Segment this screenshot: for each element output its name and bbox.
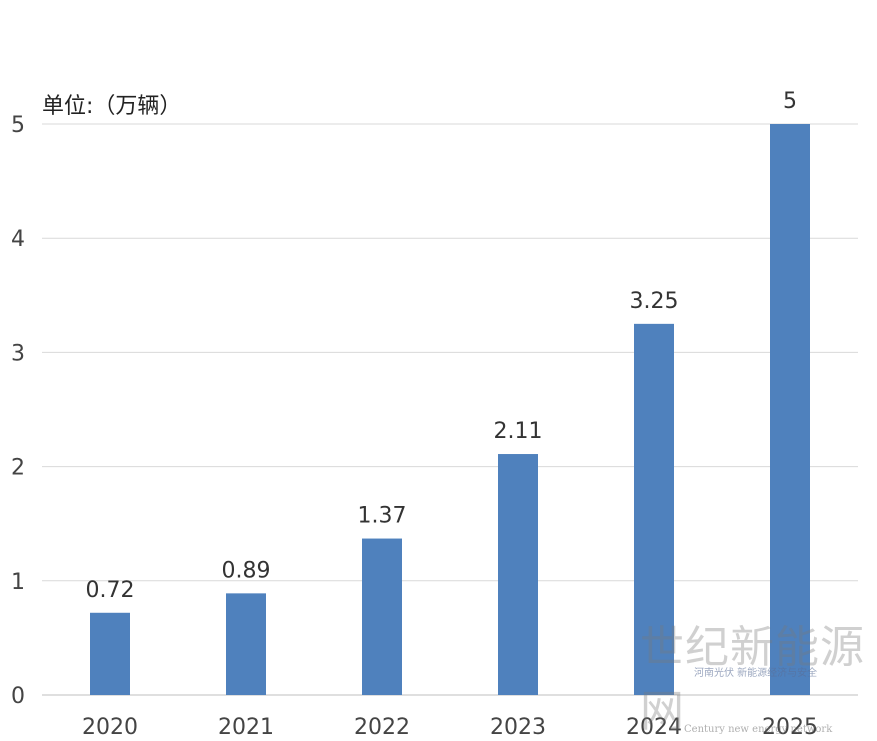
y-axis-ticks: 0 1 2 3 4 5 bbox=[11, 113, 25, 709]
data-label: 5 bbox=[783, 89, 797, 114]
data-label: 3.25 bbox=[630, 289, 679, 314]
x-tick-label: 2024 bbox=[626, 715, 682, 740]
x-tick-label: 2021 bbox=[218, 715, 274, 740]
watermark-english: Century new energy network bbox=[684, 724, 833, 735]
bars bbox=[90, 124, 810, 695]
bar bbox=[90, 612, 130, 695]
watermark-chinese: 世纪新能源网 bbox=[640, 622, 865, 737]
x-tick-label: 2025 bbox=[762, 715, 818, 740]
bar bbox=[362, 538, 402, 695]
x-tick-label: 2020 bbox=[82, 715, 138, 740]
bar bbox=[226, 593, 266, 695]
data-label: 0.72 bbox=[86, 578, 135, 603]
bar bbox=[498, 454, 538, 695]
bar bbox=[770, 124, 810, 695]
y-tick-label: 0 bbox=[11, 684, 25, 709]
data-labels: 0.72 0.89 1.37 2.11 3.25 5 bbox=[86, 89, 797, 603]
x-axis-ticks: 2020 2021 2022 2023 2024 2025 bbox=[82, 715, 818, 740]
y-tick-label: 3 bbox=[11, 341, 25, 366]
watermark-logo: 河南光伏 新能源经济与安全 世纪新能源网 Century new energy … bbox=[640, 622, 877, 741]
watermark-tagline: 河南光伏 新能源经济与安全 bbox=[694, 668, 818, 679]
y-tick-label: 2 bbox=[11, 456, 25, 481]
bar bbox=[634, 323, 674, 695]
y-tick-label: 1 bbox=[11, 570, 25, 595]
unit-label: 单位:（万辆） bbox=[42, 94, 182, 119]
y-tick-label: 4 bbox=[11, 227, 25, 252]
x-tick-label: 2023 bbox=[490, 715, 546, 740]
y-tick-label: 5 bbox=[11, 113, 25, 138]
data-label: 2.11 bbox=[494, 419, 543, 444]
x-tick-label: 2022 bbox=[354, 715, 410, 740]
data-label: 0.89 bbox=[222, 558, 271, 583]
data-label: 1.37 bbox=[358, 504, 407, 529]
gridlines bbox=[42, 123, 858, 696]
